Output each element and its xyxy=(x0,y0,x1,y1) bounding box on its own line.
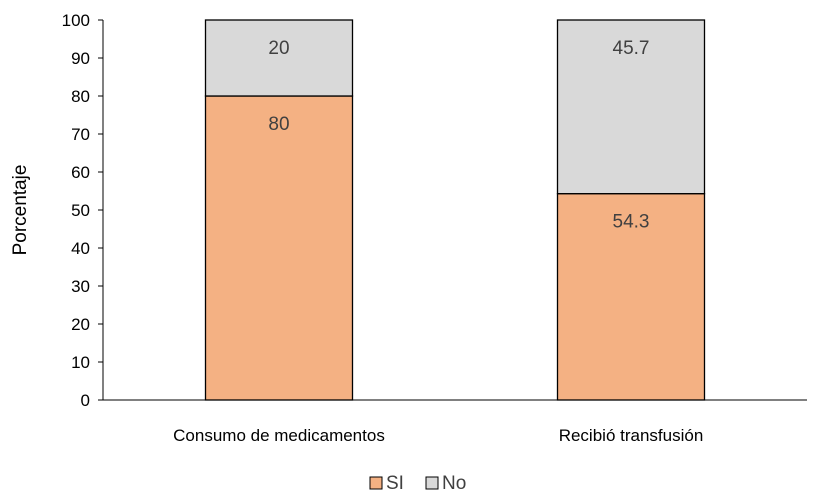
legend-swatch-no xyxy=(425,476,439,490)
bars xyxy=(204,19,706,401)
y-tick-label: 20 xyxy=(71,315,90,334)
axes: 0 10 20 30 40 50 60 70 80 90 100 Consumo de medicam… xyxy=(62,11,807,445)
data-label: 54.3 xyxy=(613,212,650,233)
y-tick-label: 60 xyxy=(71,163,90,182)
y-tick-label: 70 xyxy=(71,125,90,144)
legend-label: No xyxy=(442,473,466,494)
y-tick-label: 0 xyxy=(81,391,90,410)
bar-segment-si xyxy=(556,193,706,401)
y-axis-title: Porcentaje xyxy=(10,165,31,256)
data-labels: 80 20 54.3 45.7 xyxy=(268,38,649,233)
bar-segment-no xyxy=(556,19,706,195)
y-tick-label: 30 xyxy=(71,277,90,296)
legend-label: SI xyxy=(386,473,404,494)
data-label: 80 xyxy=(268,114,289,135)
legend: SI No xyxy=(369,473,466,494)
y-tick-label: 50 xyxy=(71,201,90,220)
legend-swatch-si xyxy=(369,476,383,490)
y-tick-label: 40 xyxy=(71,239,90,258)
y-tick-label: 100 xyxy=(62,11,90,30)
y-tick-label: 10 xyxy=(71,353,90,372)
data-label: 20 xyxy=(268,38,289,59)
x-tick-label: Consumo de medicamentos xyxy=(173,426,385,445)
y-tick-label: 80 xyxy=(71,87,90,106)
bar-segment-no xyxy=(204,19,354,97)
y-tick-label: 90 xyxy=(71,49,90,68)
bar-segment-si xyxy=(204,95,354,401)
x-tick-label: Recibió transfusión xyxy=(559,426,704,445)
data-label: 45.7 xyxy=(613,38,650,59)
